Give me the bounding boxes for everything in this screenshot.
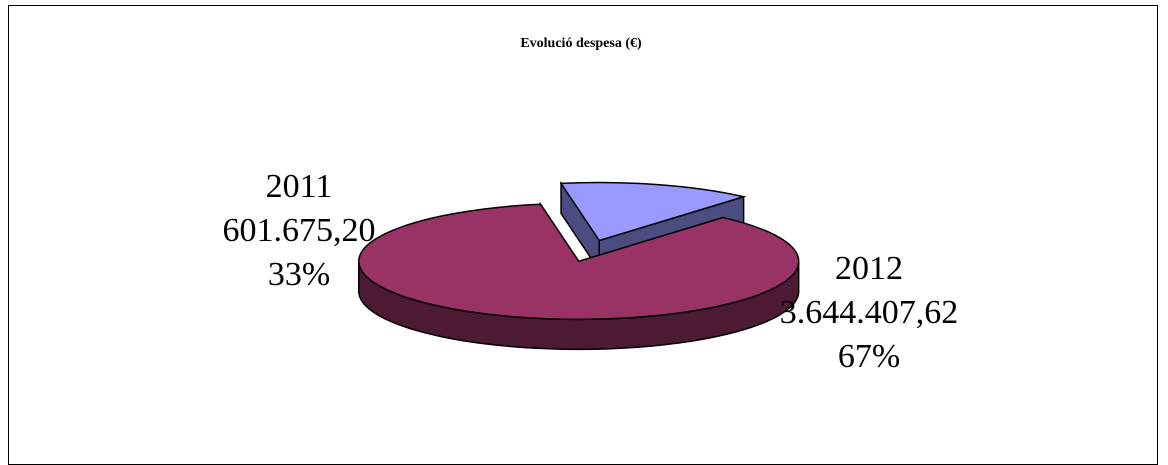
slice-percent-label: 33% bbox=[268, 256, 330, 293]
slice-label-2011: 2011 601.675,20 33% bbox=[223, 168, 376, 293]
slice-value-label: 3.644.407,62 bbox=[780, 294, 959, 331]
slice-top bbox=[357, 203, 800, 321]
pie-chart: Evolució despesa (€) 2011 601.675,20 33%… bbox=[223, 36, 959, 375]
chart-frame: Evolució despesa (€) 2011 601.675,20 33%… bbox=[8, 5, 1158, 465]
slice-percent-label: 67% bbox=[838, 338, 900, 375]
slice-category-label: 2012 bbox=[835, 250, 903, 287]
slice-category-label: 2011 bbox=[266, 168, 333, 205]
slice-label-2012: 2012 3.644.407,62 67% bbox=[780, 250, 959, 375]
pie-slice-2012 bbox=[357, 201, 800, 351]
slice-value-label: 601.675,20 bbox=[223, 212, 376, 249]
chart-title: Evolució despesa (€) bbox=[520, 36, 642, 51]
slice-top bbox=[559, 181, 747, 242]
